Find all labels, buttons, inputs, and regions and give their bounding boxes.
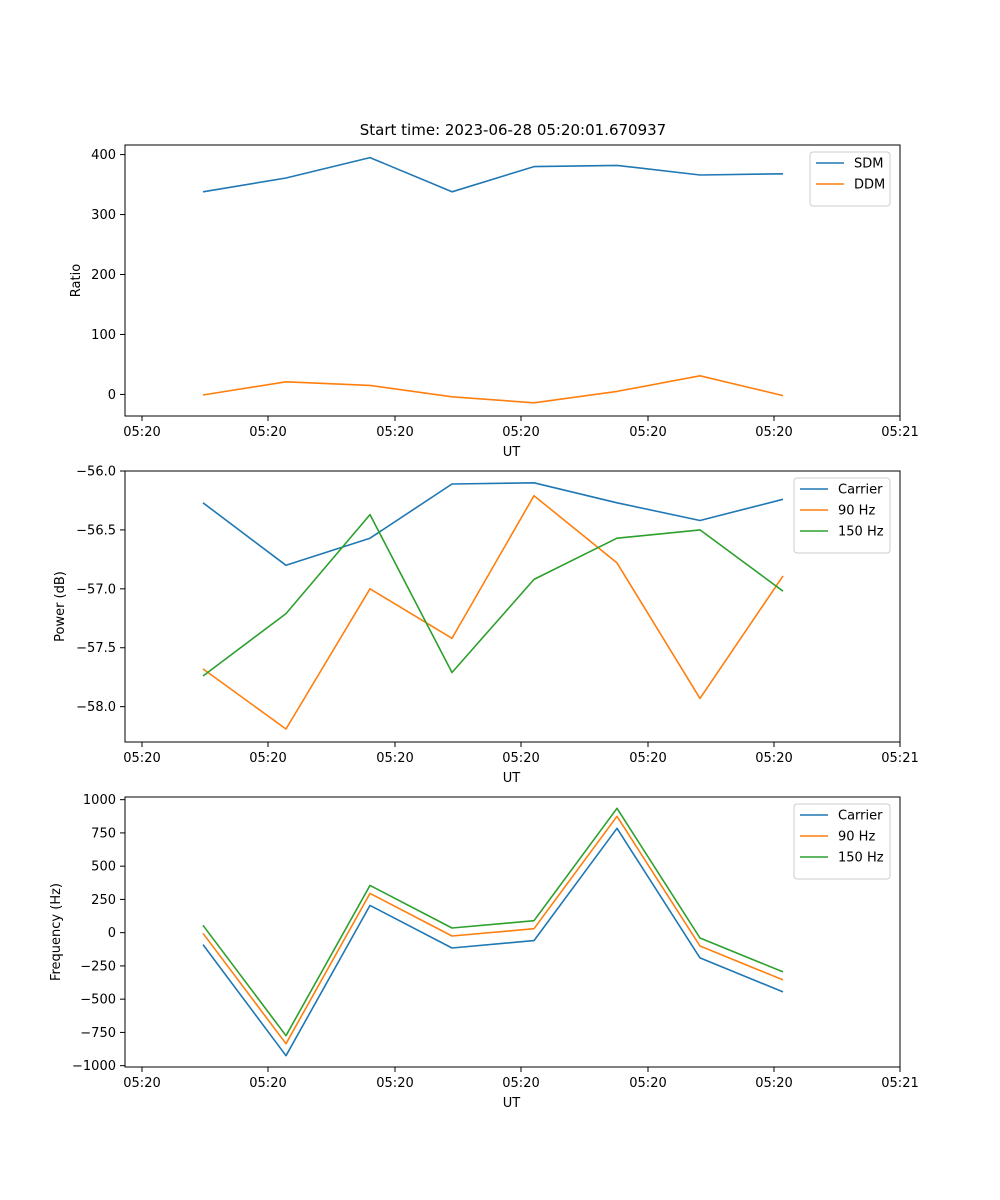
legend-box bbox=[793, 803, 891, 880]
y-tick-label: −58.0 bbox=[76, 700, 116, 715]
axes-frame bbox=[124, 470, 901, 743]
y-axis-label: Ratio bbox=[69, 264, 84, 297]
x-tick-label: 05:21 bbox=[881, 1076, 918, 1091]
x-axis-label: UT bbox=[503, 1096, 521, 1111]
axes-frame bbox=[124, 796, 901, 1068]
x-axis-label: UT bbox=[503, 445, 521, 460]
x-tick-label: 05:20 bbox=[376, 425, 413, 440]
y-tick-label: 0 bbox=[108, 926, 116, 941]
chart-panel-2: 05:20 05:20 05:20 05:20 05:20 05:20 05:21 UT −58… bbox=[53, 465, 919, 787]
y-tick-label: −250 bbox=[80, 959, 116, 974]
y-tick-label: −57.0 bbox=[76, 582, 116, 597]
y-axis-label: Frequency (Hz) bbox=[49, 883, 64, 981]
y-tick-label: −1000 bbox=[72, 1059, 116, 1074]
series-line-90-hz bbox=[202, 815, 784, 1045]
x-tick-label: 05:20 bbox=[249, 425, 286, 440]
x-tick-label: 05:20 bbox=[629, 1076, 666, 1091]
series-line-150-hz bbox=[202, 807, 784, 1037]
chart-panel-3: 05:20 05:20 05:20 05:20 05:20 05:20 05:21 UT −10… bbox=[49, 793, 919, 1111]
y-tick-label: 300 bbox=[91, 208, 116, 223]
legend-entry: 90 Hz bbox=[838, 504, 875, 519]
legend-entry: SDM bbox=[854, 157, 883, 172]
y-tick-label: 400 bbox=[91, 148, 116, 163]
x-tick-label: 05:20 bbox=[502, 1076, 539, 1091]
legend-box bbox=[809, 151, 891, 207]
series-line-carrier bbox=[202, 481, 784, 567]
y-tick-label: 200 bbox=[91, 268, 116, 283]
axes-frame bbox=[124, 144, 901, 417]
legend-entry: 150 Hz bbox=[838, 851, 884, 866]
chart-panel-1: 05:20 05:20 05:20 05:20 05:20 05:20 05:21 UT 0 10… bbox=[69, 144, 919, 460]
y-tick-label: 100 bbox=[91, 328, 116, 343]
y-tick-label: 1000 bbox=[83, 793, 116, 808]
legend-entry: Carrier bbox=[838, 809, 883, 824]
legend-entry: Carrier bbox=[838, 483, 883, 498]
figure-title: Start time: 2023-06-28 05:20:01.670937 bbox=[360, 121, 666, 139]
x-tick-label: 05:20 bbox=[502, 425, 539, 440]
x-tick-label: 05:20 bbox=[755, 425, 792, 440]
y-tick-label: −750 bbox=[80, 1026, 116, 1041]
series-line-ddm bbox=[202, 374, 784, 404]
x-tick-label: 05:20 bbox=[629, 751, 666, 766]
x-tick-label: 05:20 bbox=[249, 751, 286, 766]
y-tick-label: −56.5 bbox=[76, 523, 116, 538]
series-line-150-hz bbox=[202, 513, 784, 677]
x-tick-label: 05:20 bbox=[629, 425, 666, 440]
x-tick-label: 05:20 bbox=[376, 1076, 413, 1091]
x-tick-label: 05:21 bbox=[881, 751, 918, 766]
series-line-sdm bbox=[202, 156, 784, 193]
x-tick-label: 05:20 bbox=[755, 1076, 792, 1091]
y-tick-label: 250 bbox=[91, 893, 116, 908]
y-axis-label: Power (dB) bbox=[53, 571, 68, 642]
x-tick-label: 05:20 bbox=[249, 1076, 286, 1091]
y-tick-label: 750 bbox=[91, 826, 116, 841]
x-tick-label: 05:20 bbox=[755, 751, 792, 766]
x-tick-label: 05:20 bbox=[376, 751, 413, 766]
x-tick-label: 05:20 bbox=[502, 751, 539, 766]
x-axis-label: UT bbox=[503, 771, 521, 786]
legend-box bbox=[793, 477, 891, 554]
legend-entry: 150 Hz bbox=[838, 525, 884, 540]
y-tick-label: −57.5 bbox=[76, 641, 116, 656]
legend-entry: DDM bbox=[854, 178, 885, 193]
x-tick-label: 05:20 bbox=[123, 751, 160, 766]
y-tick-label: 0 bbox=[108, 388, 116, 403]
legend-entry: 90 Hz bbox=[838, 830, 875, 845]
x-tick-label: 05:21 bbox=[881, 425, 918, 440]
y-tick-label: −56.0 bbox=[76, 465, 116, 480]
series-line-carrier bbox=[202, 827, 784, 1057]
y-tick-label: 500 bbox=[91, 860, 116, 875]
x-tick-label: 05:20 bbox=[123, 1076, 160, 1091]
series-line-90-hz bbox=[202, 494, 784, 730]
x-tick-label: 05:20 bbox=[123, 425, 160, 440]
y-tick-label: −500 bbox=[80, 993, 116, 1008]
